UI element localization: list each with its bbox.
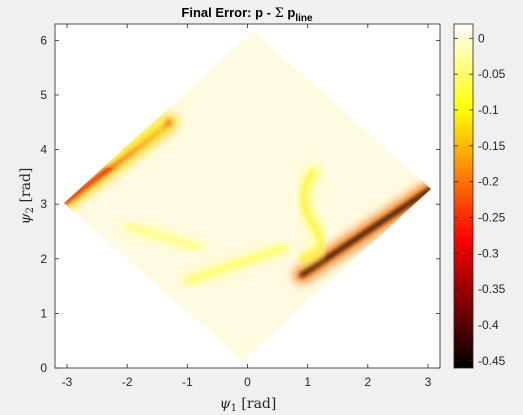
- colorbar-tick-label: -0.45: [478, 354, 506, 368]
- y-tick-label: 1: [40, 306, 47, 320]
- colorbar: [454, 24, 473, 368]
- x-tick-label: 0: [244, 375, 251, 389]
- colorbar-tick-label: -0.1: [478, 103, 499, 117]
- colorbar-tick-label: -0.05: [478, 67, 506, 81]
- y-tick-label: 5: [40, 88, 47, 102]
- x-tick-label: -2: [122, 375, 133, 389]
- colorbar-tick-label: -0.15: [478, 139, 506, 153]
- y-tick-label: 2: [40, 252, 47, 266]
- y-tick-label: 6: [40, 33, 47, 47]
- y-tick-label: 3: [40, 197, 47, 211]
- x-tick-label: -3: [62, 375, 73, 389]
- colorbar-tick-label: -0.25: [478, 211, 506, 225]
- x-tick-label: 1: [304, 375, 311, 389]
- x-axis-label: ψ1 [rad]: [220, 396, 277, 414]
- colorbar-tick-label: 0: [478, 31, 485, 45]
- colorbar-tick-label: -0.2: [478, 175, 499, 189]
- colorbar-tick-label: -0.4: [478, 318, 499, 332]
- title-subscript: line: [295, 13, 313, 24]
- x-tick-label: -1: [182, 375, 193, 389]
- x-tick-label: 2: [364, 375, 371, 389]
- y-tick-label: 0: [40, 361, 47, 375]
- colorbar-tick-label: -0.35: [478, 282, 506, 296]
- chart-title: Final Error: p - Σ pline: [181, 5, 313, 24]
- colorbar-tick-label: -0.3: [478, 246, 499, 260]
- y-axis-label: ψ2 [rad]: [18, 168, 36, 225]
- x-tick-label: 3: [425, 375, 432, 389]
- y-tick-label: 4: [40, 143, 47, 157]
- title-sigma: Σ: [275, 6, 284, 21]
